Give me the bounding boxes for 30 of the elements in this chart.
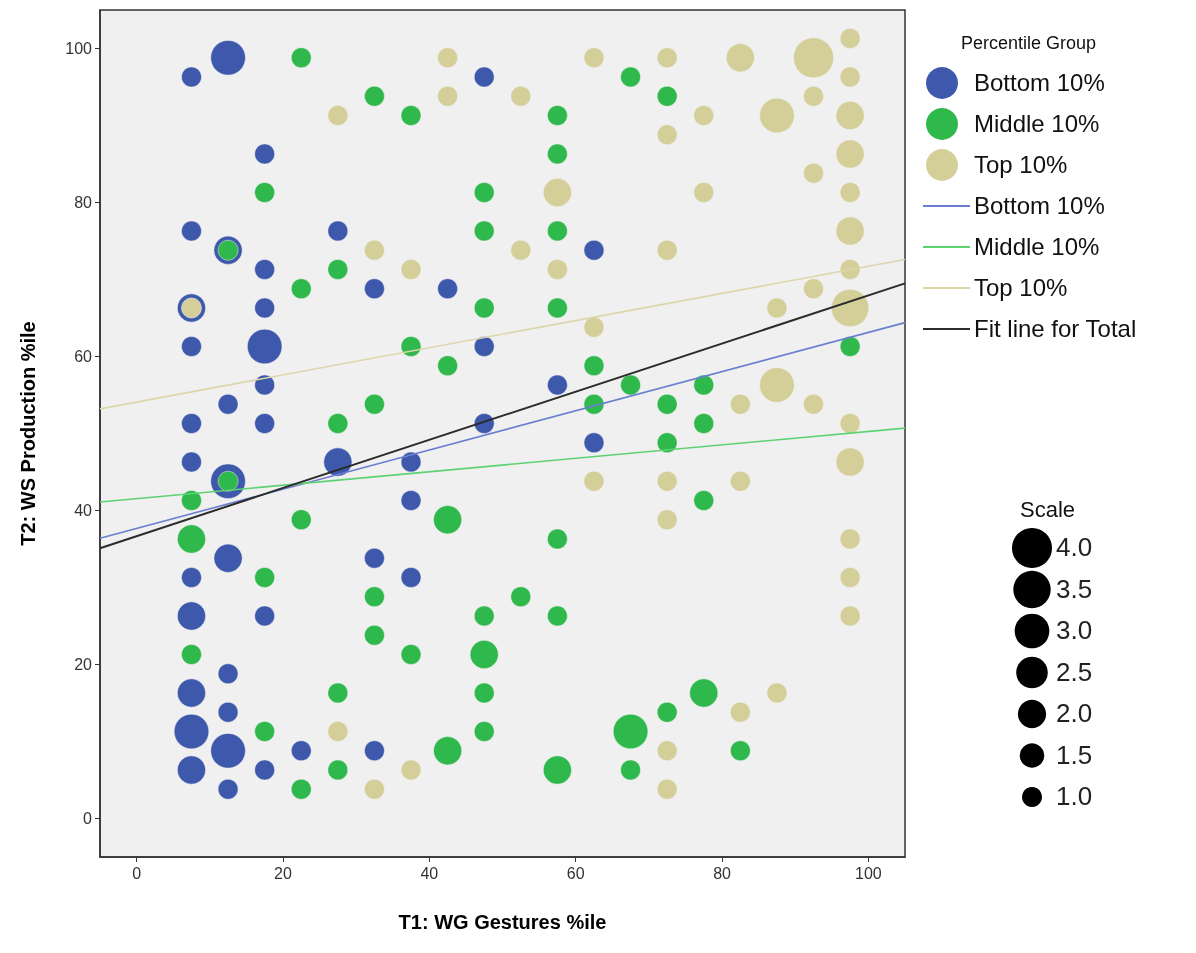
legend-label: 2.0 (1056, 698, 1093, 728)
y-tick-label: 80 (74, 194, 93, 211)
text: Scale (1020, 496, 1076, 522)
x-axis-title: T1: WG Gestures %ile (398, 911, 607, 933)
legend-label: Bottom 10% (974, 68, 1105, 96)
x-tick-label: 100 (855, 864, 882, 882)
legend-label: Middle 10% (974, 109, 1100, 137)
legend-label: Top 10% (974, 273, 1068, 301)
x-tick-label: 40 (420, 864, 439, 882)
legend-label: 1.5 (1056, 739, 1093, 770)
y-tick-label: 20 (74, 656, 93, 673)
y-tick-label: 40 (74, 502, 93, 519)
y-tick-label: 0 (83, 810, 93, 827)
legend-label: Fit line for Total (974, 314, 1137, 342)
legend-label: 2.5 (1056, 656, 1093, 687)
legend-label: Top 10% (974, 150, 1068, 178)
legend-label: Bottom 10% (974, 191, 1105, 219)
x-tick-label: 60 (566, 864, 585, 882)
y-tick-label: 60 (74, 348, 93, 365)
legend-title: Percentile Group (961, 33, 1097, 53)
y-axis-title: T2: WS Production %ile (17, 321, 39, 546)
legend-label: 3.5 (1056, 573, 1093, 604)
y-tick-label: 100 (65, 40, 93, 57)
legend-label: 4.0 (1056, 532, 1093, 562)
legend-label: 1.0 (1056, 781, 1093, 811)
legend-label: 3.0 (1056, 615, 1093, 645)
x-tick-label: 0 (132, 864, 142, 882)
legend-label: Middle 10% (974, 232, 1100, 260)
x-tick-label: 20 (274, 864, 292, 882)
x-tick-label: 80 (713, 864, 732, 882)
